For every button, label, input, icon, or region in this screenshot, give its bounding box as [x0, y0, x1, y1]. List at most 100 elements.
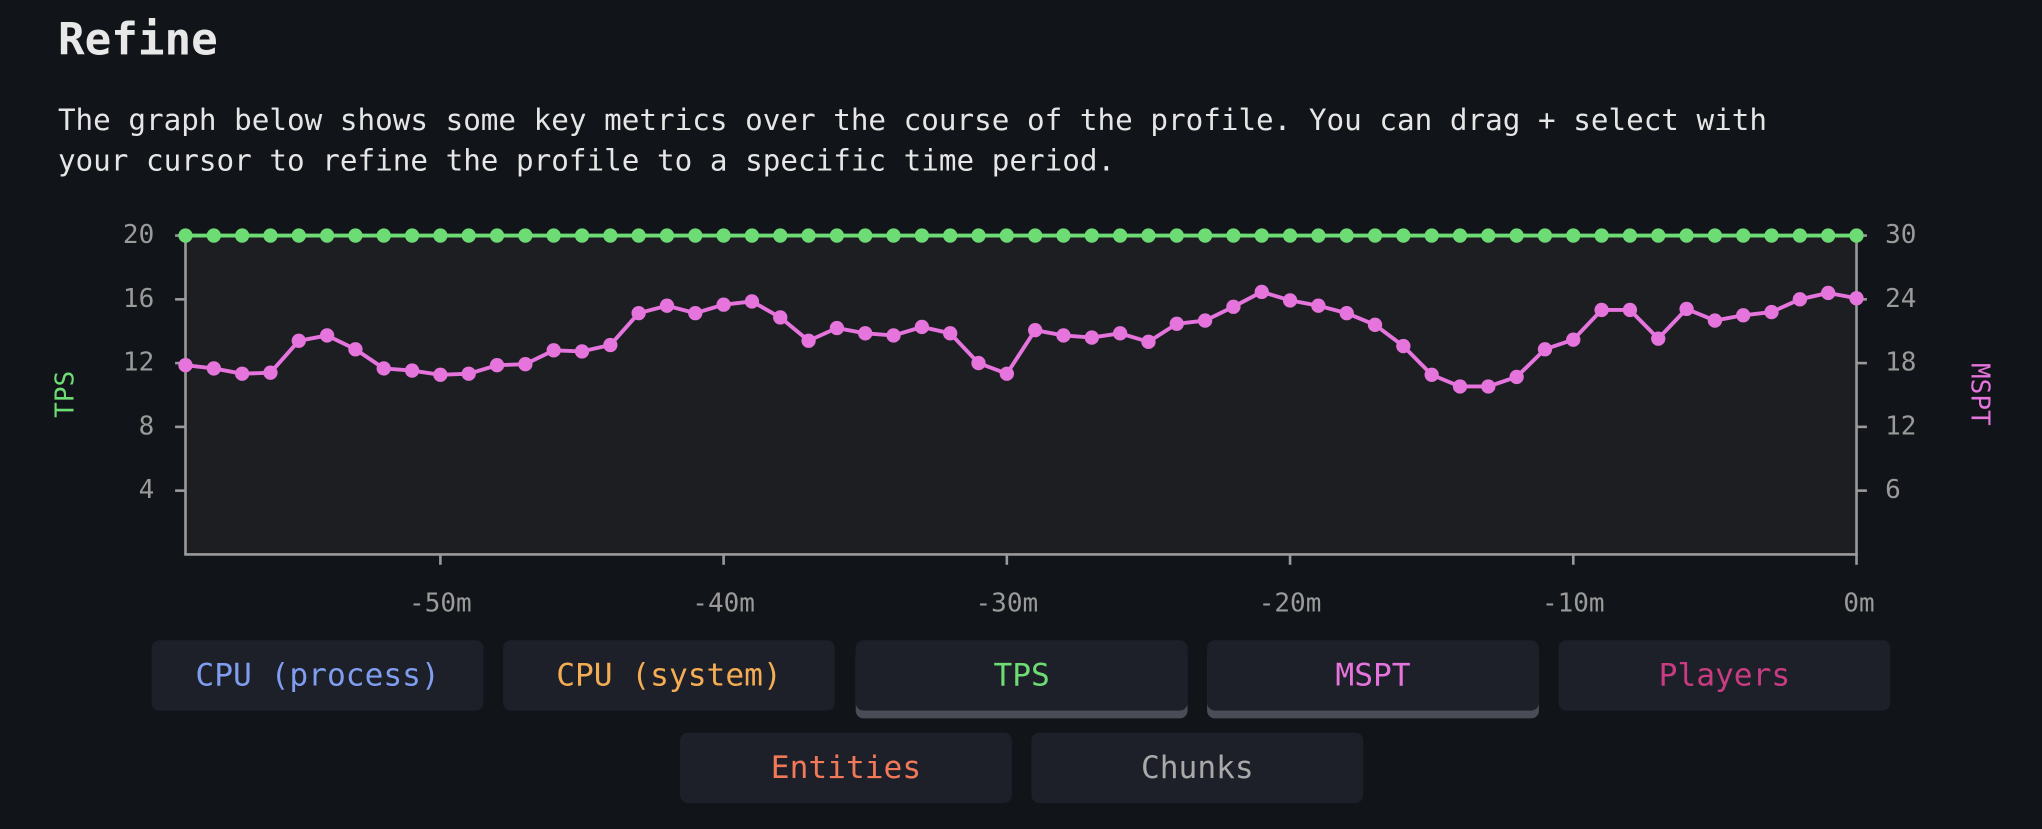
data-point: [773, 228, 788, 243]
data-point: [1396, 228, 1411, 243]
button-background[interactable]: [151, 640, 484, 711]
metric-button[interactable]: Entities: [680, 732, 1012, 803]
data-point: [1112, 228, 1128, 243]
data-point: [914, 228, 930, 243]
data-point: [659, 298, 675, 313]
data-point: [1849, 291, 1864, 306]
data-point: [1226, 299, 1241, 314]
data-point: [801, 333, 816, 348]
data-point: [1849, 228, 1864, 243]
data-point: [319, 228, 335, 243]
data-point: [1424, 228, 1439, 243]
x-tick-label: -40m: [692, 588, 755, 618]
data-point: [1254, 284, 1269, 300]
data-point: [829, 228, 845, 243]
data-point: [461, 366, 476, 381]
data-point: [1452, 379, 1468, 394]
data-point: [1452, 228, 1468, 243]
data-point: [1509, 369, 1524, 385]
data-point: [1509, 228, 1524, 243]
data-point: [1254, 228, 1269, 243]
data-point: [999, 366, 1014, 381]
data-point: [886, 228, 901, 243]
data-point: [461, 228, 476, 243]
data-point: [1566, 332, 1581, 347]
description-line: The graph below shows some key metrics o…: [58, 103, 1767, 137]
button-background[interactable]: [1031, 732, 1364, 803]
data-point: [688, 228, 703, 243]
y-tick-label: 8: [139, 411, 155, 441]
data-point: [1028, 322, 1043, 338]
data-point: [433, 228, 448, 243]
data-point: [263, 228, 278, 243]
data-point: [1169, 316, 1184, 331]
data-point: [206, 228, 221, 243]
data-point: [1169, 228, 1184, 243]
data-point: [1594, 302, 1609, 318]
button-label[interactable]: CPU (process): [195, 658, 439, 694]
data-point: [206, 361, 221, 376]
plot-area[interactable]: [185, 235, 1857, 555]
data-point: [1736, 308, 1751, 323]
data-point: [1311, 298, 1326, 313]
button-label[interactable]: CPU (system): [556, 658, 782, 694]
y2-tick-label: 6: [1885, 475, 1901, 505]
metric-button[interactable]: Chunks: [1031, 732, 1364, 803]
button-background[interactable]: [1558, 640, 1891, 711]
data-point: [1679, 228, 1694, 243]
description-line: your cursor to refine the profile to a s…: [58, 143, 1115, 177]
data-point: [744, 294, 760, 309]
data-point: [518, 228, 533, 243]
data-point: [971, 228, 986, 243]
data-point: [1339, 228, 1354, 243]
data-point: [971, 355, 986, 371]
data-point: [943, 326, 958, 341]
data-point: [1141, 228, 1156, 243]
data-point: [348, 342, 363, 357]
data-point: [773, 310, 788, 325]
data-point: [603, 228, 618, 243]
data-point: [1028, 228, 1043, 243]
data-point: [1764, 228, 1779, 243]
data-point: [1396, 338, 1411, 354]
button-label[interactable]: MSPT: [1335, 658, 1410, 694]
data-point: [1311, 228, 1326, 243]
data-point: [319, 328, 335, 343]
data-point: [1056, 328, 1071, 343]
data-point: [631, 228, 646, 243]
data-point: [744, 228, 760, 243]
metric-button[interactable]: Players: [1558, 640, 1891, 711]
button-label[interactable]: Entities: [771, 750, 921, 786]
metric-button[interactable]: MSPT: [1207, 640, 1539, 719]
data-point: [659, 228, 675, 243]
data-point: [1282, 293, 1298, 308]
data-point: [376, 228, 391, 243]
data-point: [999, 228, 1014, 243]
data-point: [1622, 302, 1638, 318]
data-point: [1651, 228, 1666, 243]
data-point: [1056, 228, 1071, 243]
data-point: [1339, 305, 1354, 321]
button-background[interactable]: [503, 640, 835, 711]
data-point: [858, 228, 873, 243]
button-background[interactable]: [680, 732, 1012, 803]
data-point: [376, 361, 391, 376]
button-label[interactable]: TPS: [993, 658, 1049, 694]
y-tick-label: 12: [123, 348, 154, 378]
metric-button[interactable]: CPU (system): [503, 640, 835, 711]
data-point: [1084, 228, 1099, 243]
metric-button[interactable]: CPU (process): [151, 640, 484, 711]
button-label[interactable]: Players: [1659, 658, 1791, 694]
data-point: [489, 228, 505, 243]
data-point: [1537, 342, 1553, 357]
data-point: [546, 343, 561, 358]
button-label[interactable]: Chunks: [1141, 750, 1254, 786]
button-background[interactable]: [855, 640, 1188, 711]
metric-button[interactable]: TPS: [855, 640, 1188, 719]
data-point: [716, 228, 731, 243]
button-background[interactable]: [1207, 640, 1539, 711]
y2-tick-label: 12: [1885, 411, 1916, 441]
x-tick-label: -50m: [409, 588, 472, 618]
data-point: [1707, 228, 1723, 243]
